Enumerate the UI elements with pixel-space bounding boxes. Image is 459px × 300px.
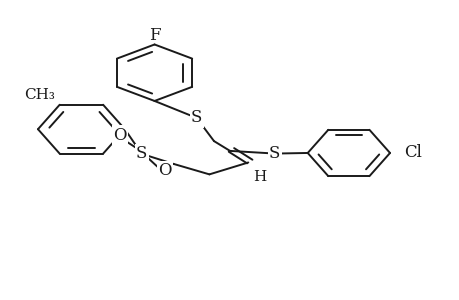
Text: S: S bbox=[269, 145, 280, 162]
Text: S: S bbox=[136, 146, 147, 162]
Text: O: O bbox=[113, 127, 127, 144]
Text: S: S bbox=[190, 110, 202, 126]
Text: CH₃: CH₃ bbox=[24, 88, 55, 102]
Text: F: F bbox=[148, 27, 160, 44]
Text: Cl: Cl bbox=[403, 145, 421, 161]
Text: O: O bbox=[157, 162, 171, 179]
Text: H: H bbox=[252, 170, 266, 184]
